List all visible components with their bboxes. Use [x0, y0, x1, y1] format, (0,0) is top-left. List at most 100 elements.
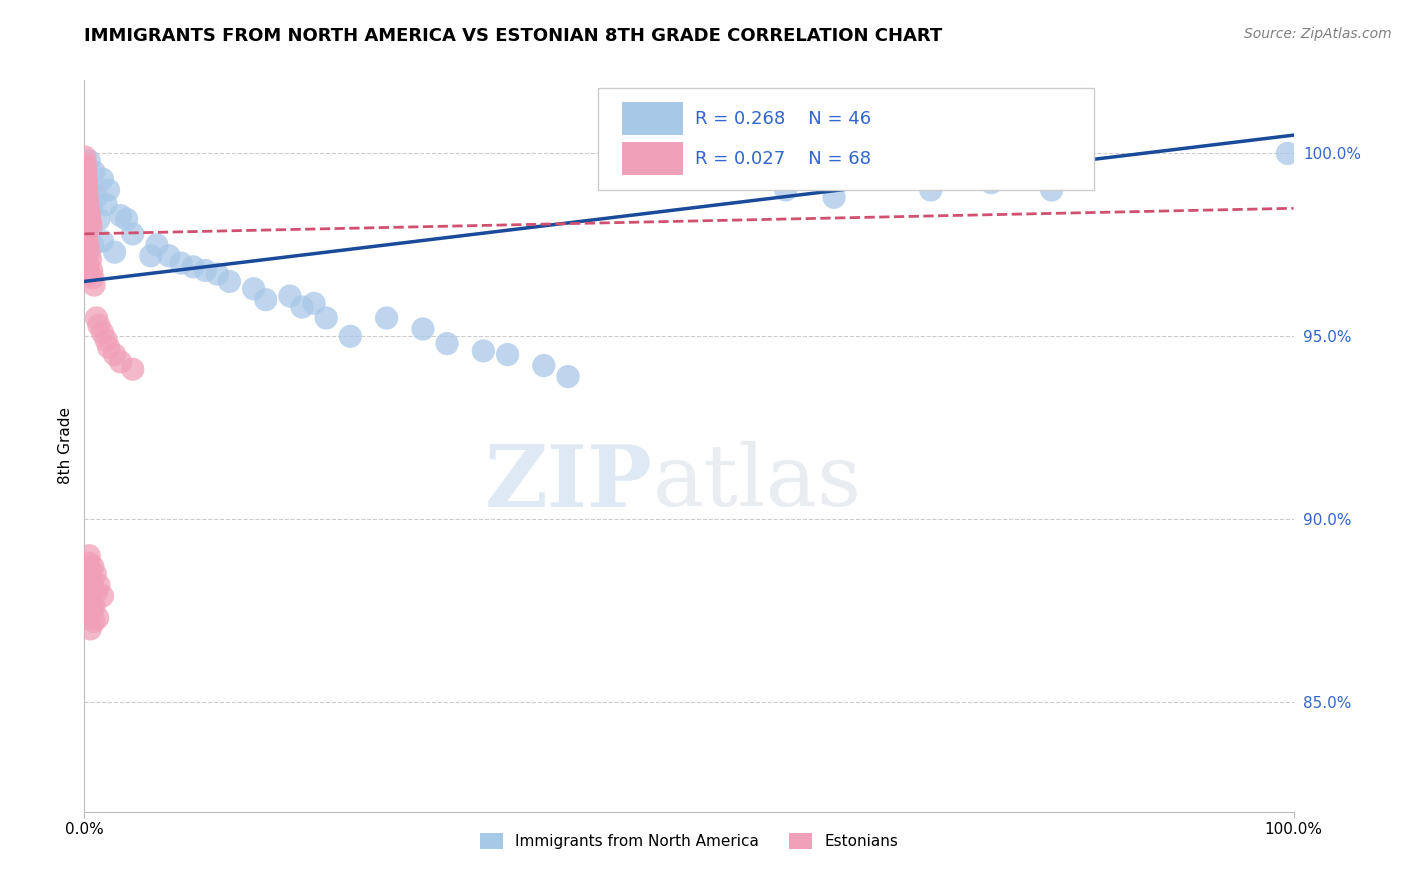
Point	[920, 183, 942, 197]
Point	[75, 172, 97, 186]
Point	[83, 599, 105, 614]
Point	[242, 282, 264, 296]
Point	[775, 183, 797, 197]
Point	[121, 227, 143, 241]
Point	[91, 326, 114, 340]
Point	[75, 197, 97, 211]
Point	[76, 197, 98, 211]
Point	[738, 172, 761, 186]
Point	[76, 194, 98, 208]
Point	[110, 355, 132, 369]
Point	[80, 604, 103, 618]
Point	[75, 176, 97, 190]
Text: R = 0.027    N = 68: R = 0.027 N = 68	[695, 150, 870, 169]
Point	[75, 216, 97, 230]
Point	[157, 249, 180, 263]
Point	[218, 275, 240, 289]
Point	[339, 329, 361, 343]
Point	[533, 359, 555, 373]
Point	[76, 186, 98, 201]
Point	[77, 556, 100, 570]
Point	[87, 578, 110, 592]
Text: ZIP: ZIP	[485, 441, 652, 524]
Point	[75, 202, 97, 216]
Point	[496, 348, 519, 362]
Bar	[623, 103, 683, 135]
Point	[87, 212, 110, 227]
Point	[82, 238, 104, 252]
Point	[94, 197, 117, 211]
Point	[79, 252, 101, 267]
Point	[104, 245, 127, 260]
Point	[79, 216, 101, 230]
Point	[76, 574, 98, 589]
Point	[91, 589, 114, 603]
Point	[412, 322, 434, 336]
Point	[77, 209, 100, 223]
Point	[86, 311, 108, 326]
Point	[557, 369, 579, 384]
Point	[76, 611, 98, 625]
Point	[77, 153, 100, 168]
Point	[79, 567, 101, 582]
Text: R = 0.268    N = 46: R = 0.268 N = 46	[695, 110, 872, 128]
Point	[86, 190, 108, 204]
Point	[146, 238, 169, 252]
Point	[194, 263, 217, 277]
Point	[315, 311, 337, 326]
Point	[80, 596, 103, 610]
Point	[1040, 183, 1063, 197]
Point	[73, 150, 96, 164]
Point	[94, 333, 117, 347]
Point	[302, 296, 325, 310]
Point	[472, 343, 495, 358]
Point	[980, 176, 1002, 190]
Point	[79, 585, 101, 599]
Point	[79, 219, 101, 234]
Point	[75, 230, 97, 244]
Point	[86, 611, 108, 625]
Point	[375, 311, 398, 326]
Y-axis label: 8th Grade: 8th Grade	[58, 408, 73, 484]
Point	[83, 165, 105, 179]
Point	[84, 567, 107, 582]
Point	[82, 270, 104, 285]
Point	[75, 172, 97, 186]
Point	[76, 256, 98, 270]
Point	[104, 348, 127, 362]
Legend: Immigrants from North America, Estonians: Immigrants from North America, Estonians	[474, 827, 904, 855]
Point	[82, 578, 104, 592]
Point	[87, 318, 110, 333]
Point	[436, 336, 458, 351]
Point	[79, 212, 101, 227]
Point	[77, 592, 100, 607]
Point	[77, 267, 100, 281]
Point	[254, 293, 277, 307]
Point	[75, 179, 97, 194]
Point	[1277, 146, 1299, 161]
Text: IMMIGRANTS FROM NORTH AMERICA VS ESTONIAN 8TH GRADE CORRELATION CHART: IMMIGRANTS FROM NORTH AMERICA VS ESTONIA…	[84, 27, 942, 45]
Point	[75, 165, 97, 179]
Point	[80, 263, 103, 277]
Point	[75, 223, 97, 237]
Point	[79, 622, 101, 636]
Point	[76, 227, 98, 241]
Point	[115, 212, 138, 227]
Point	[77, 202, 100, 216]
Point	[75, 161, 97, 175]
Bar	[623, 143, 683, 176]
Point	[75, 169, 97, 183]
Point	[76, 238, 98, 252]
Point	[83, 278, 105, 293]
Point	[823, 190, 845, 204]
Point	[83, 615, 105, 629]
Point	[77, 549, 100, 563]
Point	[278, 289, 301, 303]
Point	[76, 194, 98, 208]
Point	[121, 362, 143, 376]
FancyBboxPatch shape	[599, 87, 1094, 190]
Point	[110, 209, 132, 223]
Point	[97, 183, 120, 197]
Point	[80, 202, 103, 216]
Point	[77, 585, 100, 599]
